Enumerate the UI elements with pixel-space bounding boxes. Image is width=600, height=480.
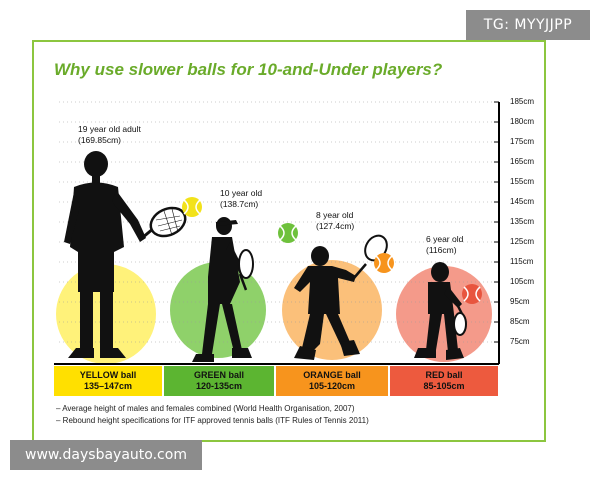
scale-label: 175cm xyxy=(510,137,535,146)
yellow-ball-name: YELLOW ball xyxy=(79,370,137,380)
green-ball-band: GREEN ball 120-135cm xyxy=(164,366,274,396)
orange-ball-band: ORANGE ball 105-120cm xyxy=(276,366,388,396)
yellow-tennis-ball xyxy=(182,197,202,217)
orange-tennis-ball xyxy=(374,253,394,273)
eight-year-old-silhouette xyxy=(294,246,360,360)
scale-label: 165cm xyxy=(510,157,535,166)
scale-label: 95cm xyxy=(510,297,530,306)
footnote-who: – Average height of males and females co… xyxy=(56,404,355,413)
eight-year-old-label: 8 year old (127.4cm) xyxy=(316,210,355,231)
scale-label: 115cm xyxy=(510,257,534,266)
infographic-card: Why use slower balls for 10-and-Under pl… xyxy=(32,40,546,442)
red-ball-name: RED ball xyxy=(425,370,463,380)
infographic-title: Why use slower balls for 10-and-Under pl… xyxy=(54,60,443,79)
adult-player-silhouette xyxy=(64,151,146,358)
green-ball-name: GREEN ball xyxy=(193,370,244,380)
scale-label: 105cm xyxy=(510,277,535,286)
six-year-old-label: 6 year old (116cm) xyxy=(426,234,464,255)
red-ball-band: RED ball 85-105cm xyxy=(390,366,498,396)
yellow-ball-range: 135–147cm xyxy=(83,381,133,391)
scale-label: 145cm xyxy=(510,197,535,206)
yellow-ball-band: YELLOW ball 135–147cm xyxy=(54,366,162,396)
watermark-top: TG: MYYJJPP xyxy=(466,10,590,40)
scale-label: 155cm xyxy=(510,177,535,186)
green-tennis-ball xyxy=(278,223,298,243)
ten-year-old-silhouette xyxy=(192,217,252,362)
scale-label: 135cm xyxy=(510,217,535,226)
scale-label: 185cm xyxy=(510,97,535,106)
orange-ball-range: 105-120cm xyxy=(308,381,356,391)
scale-label: 180cm xyxy=(510,117,535,126)
ten-year-old-label: 10 year old (138.7cm) xyxy=(220,188,263,209)
infographic-art xyxy=(54,101,500,365)
watermark-bottom: www.daysbayauto.com xyxy=(10,440,202,470)
ten-year-old-racket xyxy=(238,249,254,291)
red-tennis-ball xyxy=(462,284,482,304)
footnote-itf: – Rebound height specifications for ITF … xyxy=(56,416,369,425)
scale-label: 75cm xyxy=(510,337,530,346)
adult-label: 19 year old adult (169.85cm) xyxy=(78,124,141,145)
red-ball-range: 85-105cm xyxy=(423,381,465,391)
adult-racket xyxy=(141,206,187,240)
green-ball-range: 120-135cm xyxy=(195,381,243,391)
scale-label: 85cm xyxy=(510,317,530,326)
six-year-old-racket xyxy=(453,305,467,336)
orange-ball-name: ORANGE ball xyxy=(303,370,361,380)
scale-label: 125cm xyxy=(510,237,535,246)
